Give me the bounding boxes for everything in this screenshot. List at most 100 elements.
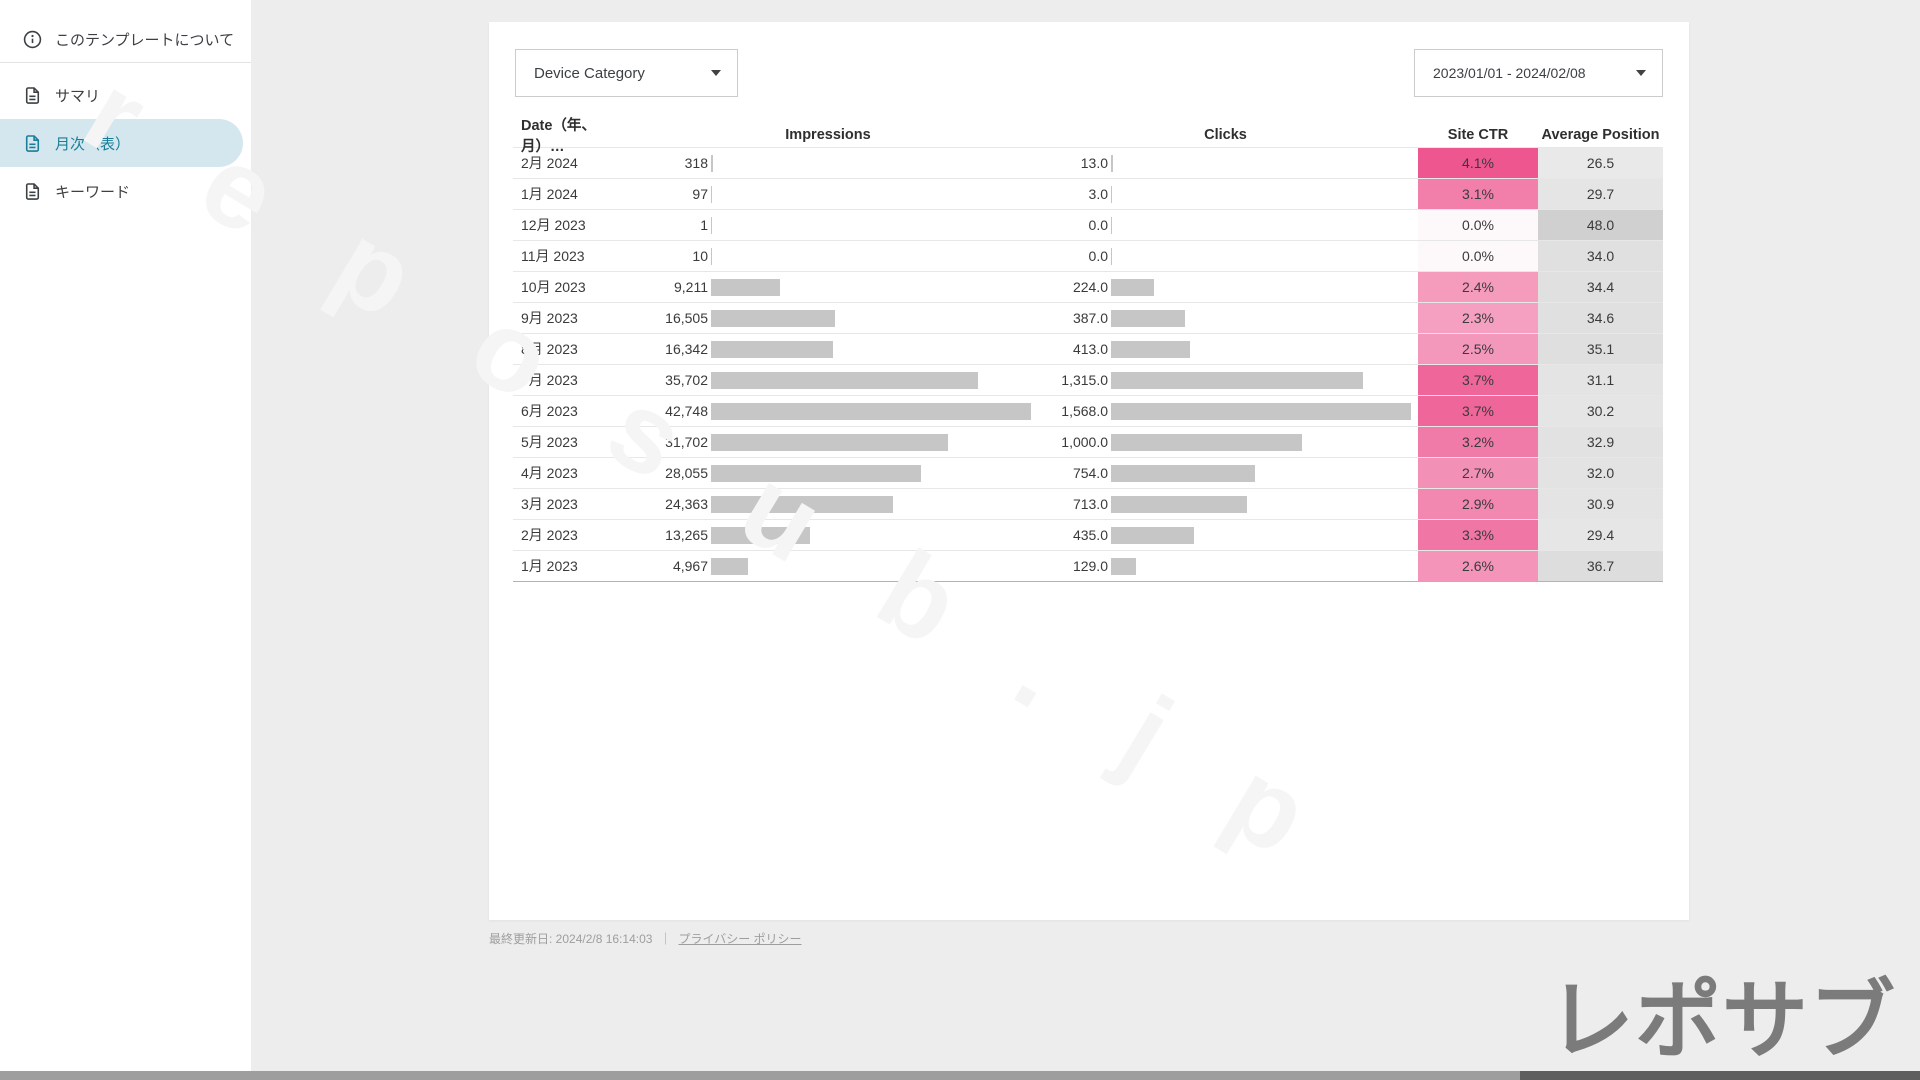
table-row[interactable]: 6月 2023 42,748 1,568.0 3.7% 30.2 — [513, 396, 1663, 427]
cell-impressions-bar — [708, 210, 1033, 240]
impressions-bar — [711, 402, 1031, 420]
table-header-row: Date（年、月）… Impressions Clicks Site CTR A… — [513, 118, 1663, 155]
horizontal-scrollbar[interactable] — [0, 1071, 1920, 1080]
table-row[interactable]: 4月 2023 28,055 754.0 2.7% 32.0 — [513, 458, 1663, 489]
impressions-bar — [711, 216, 712, 234]
table-row[interactable]: 1月 2024 97 3.0 3.1% 29.7 — [513, 179, 1663, 210]
cell-clicks-value: 13.0 — [1080, 155, 1108, 171]
clicks-bar — [1111, 557, 1136, 575]
table-row[interactable]: 10月 2023 9,211 224.0 2.4% 34.4 — [513, 272, 1663, 303]
cell-impressions-value: 10 — [692, 248, 708, 264]
impressions-bar — [711, 371, 979, 389]
cell-clicks-bar — [1108, 520, 1418, 550]
info-icon — [23, 30, 42, 49]
cell-date: 6月 2023 — [521, 403, 578, 419]
column-header-site-ctr[interactable]: Site CTR — [1447, 126, 1509, 143]
impressions-bar — [711, 495, 894, 513]
cell-impressions-bar — [708, 551, 1033, 581]
sidebar: このテンプレートについて サマリ 月次（表） キーワード — [0, 0, 251, 1071]
table-row[interactable]: 2月 2024 318 13.0 4.1% 26.5 — [513, 148, 1663, 179]
cell-site-ctr: 2.6% — [1418, 551, 1538, 581]
column-header-date[interactable]: Date（年、月）… — [521, 117, 596, 155]
clicks-bar — [1111, 247, 1112, 265]
cell-clicks-value: 0.0 — [1088, 248, 1108, 264]
cell-impressions-value: 31,702 — [665, 434, 708, 450]
cell-impressions-bar — [708, 148, 1033, 178]
date-range-value: 2023/01/01 - 2024/02/08 — [1433, 65, 1586, 81]
table-row[interactable]: 11月 2023 10 0.0 0.0% 34.0 — [513, 241, 1663, 272]
cell-clicks-bar — [1108, 303, 1418, 333]
column-header-average-position[interactable]: Average Position — [1541, 126, 1660, 143]
clicks-bar — [1111, 433, 1303, 451]
chevron-down-icon — [711, 70, 721, 76]
cell-impressions-value: 28,055 — [665, 465, 708, 481]
cell-date: 11月 2023 — [521, 248, 585, 264]
cell-impressions-bar — [708, 458, 1033, 488]
cell-clicks-value: 0.0 — [1088, 217, 1108, 233]
cell-average-position: 30.9 — [1538, 489, 1663, 519]
clicks-bar — [1111, 495, 1248, 513]
table-row[interactable]: 5月 2023 31,702 1,000.0 3.2% 32.9 — [513, 427, 1663, 458]
cell-site-ctr: 2.9% — [1418, 489, 1538, 519]
impressions-bar — [711, 309, 835, 327]
monthly-table: Date（年、月）… Impressions Clicks Site CTR A… — [513, 118, 1663, 582]
table-row[interactable]: 3月 2023 24,363 713.0 2.9% 30.9 — [513, 489, 1663, 520]
cell-impressions-bar — [708, 489, 1033, 519]
clicks-bar — [1111, 464, 1256, 482]
sidebar-item-current-page[interactable]: 月次（表） — [0, 119, 243, 167]
cell-clicks-value: 1,000.0 — [1061, 434, 1108, 450]
cell-clicks-bar — [1108, 427, 1418, 457]
column-header-impressions[interactable]: Impressions — [785, 126, 871, 143]
sidebar-item-page[interactable]: サマリ — [0, 71, 243, 119]
table-row[interactable]: 12月 2023 1 0.0 0.0% 48.0 — [513, 210, 1663, 241]
cell-site-ctr: 3.1% — [1418, 179, 1538, 209]
clicks-bar — [1111, 185, 1112, 203]
cell-site-ctr: 2.5% — [1418, 334, 1538, 364]
sidebar-item-about-template[interactable]: このテンプレートについて — [0, 0, 251, 60]
document-icon — [23, 86, 42, 105]
sidebar-item-page[interactable]: キーワード — [0, 167, 243, 215]
cell-clicks-bar — [1108, 489, 1418, 519]
scrollbar-thumb[interactable] — [1520, 1071, 1920, 1080]
cell-average-position: 29.7 — [1538, 179, 1663, 209]
cell-impressions-value: 13,265 — [665, 527, 708, 543]
cell-date: 12月 2023 — [521, 217, 586, 233]
cell-date: 10月 2023 — [521, 279, 586, 295]
clicks-bar — [1111, 371, 1363, 389]
report-card: Device Category 2023/01/01 - 2024/02/08 … — [489, 22, 1689, 920]
cell-impressions-bar — [708, 365, 1033, 395]
cell-clicks-value: 3.0 — [1088, 186, 1108, 202]
cell-clicks-bar — [1108, 334, 1418, 364]
date-range-filter[interactable]: 2023/01/01 - 2024/02/08 — [1414, 49, 1663, 97]
cell-average-position: 32.9 — [1538, 427, 1663, 457]
cell-date: 2月 2023 — [521, 527, 578, 543]
table-row[interactable]: 9月 2023 16,505 387.0 2.3% 34.6 — [513, 303, 1663, 334]
impressions-bar — [711, 526, 811, 544]
cell-impressions-value: 42,748 — [665, 403, 708, 419]
column-header-clicks[interactable]: Clicks — [1204, 126, 1247, 143]
cell-site-ctr: 2.7% — [1418, 458, 1538, 488]
device-category-filter[interactable]: Device Category — [515, 49, 738, 97]
cell-impressions-bar — [708, 334, 1033, 364]
cell-site-ctr: 0.0% — [1418, 241, 1538, 271]
cell-date: 1月 2023 — [521, 558, 578, 574]
sidebar-nav: サマリ 月次（表） キーワード — [0, 71, 251, 215]
table-row[interactable]: 2月 2023 13,265 435.0 3.3% 29.4 — [513, 520, 1663, 551]
cell-clicks-value: 387.0 — [1072, 310, 1108, 326]
cell-site-ctr: 3.7% — [1418, 365, 1538, 395]
clicks-bar — [1111, 402, 1411, 420]
clicks-bar — [1111, 309, 1186, 327]
cell-date: 3月 2023 — [521, 496, 578, 512]
impressions-bar — [711, 154, 714, 172]
privacy-policy-link[interactable]: プライバシー ポリシー — [678, 932, 802, 946]
cell-average-position: 34.6 — [1538, 303, 1663, 333]
cell-impressions-value: 16,505 — [665, 310, 708, 326]
table-row[interactable]: 7月 2023 35,702 1,315.0 3.7% 31.1 — [513, 365, 1663, 396]
clicks-bar — [1111, 340, 1191, 358]
table-row[interactable]: 1月 2023 4,967 129.0 2.6% 36.7 — [513, 551, 1663, 582]
cell-clicks-bar — [1108, 210, 1418, 240]
cell-average-position: 36.7 — [1538, 551, 1663, 581]
cell-impressions-value: 1 — [700, 217, 708, 233]
cell-impressions-value: 318 — [684, 155, 708, 171]
table-row[interactable]: 8月 2023 16,342 413.0 2.5% 35.1 — [513, 334, 1663, 365]
